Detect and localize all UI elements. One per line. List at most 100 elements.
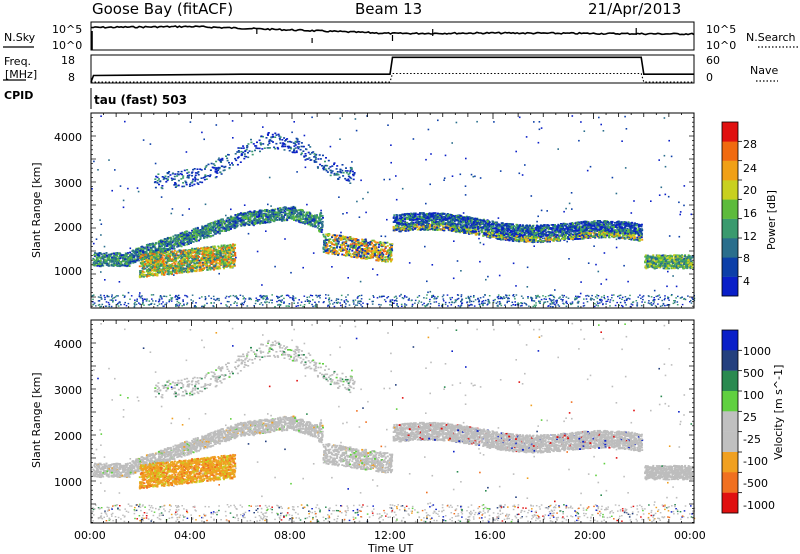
echo-cell: [301, 209, 304, 211]
echo-cell: [207, 175, 210, 177]
echo-cell: [284, 206, 287, 209]
echo-cell: [282, 218, 285, 221]
echo-cell: [299, 215, 302, 218]
echo-cell: [346, 179, 349, 182]
echo-cell: [265, 210, 268, 212]
echo-cell: [294, 144, 297, 146]
echo-cell: [340, 171, 343, 174]
echo-cell: [260, 135, 263, 137]
echo-cell: [107, 253, 110, 256]
echo-cell: [239, 161, 242, 163]
echo-cell: [180, 170, 183, 173]
echo-cell: [369, 254, 372, 256]
echo-cell: [340, 243, 343, 246]
echo-cell: [360, 242, 362, 244]
echo-cell: [204, 166, 207, 168]
echo-cell: [221, 263, 224, 266]
echo-cell: [270, 140, 273, 142]
freq-right-tick-bottom: 0: [706, 71, 713, 84]
echo-cell: [177, 270, 180, 272]
echo-cell: [162, 249, 165, 251]
echo-cell: [202, 234, 204, 237]
echo-cell: [307, 211, 309, 214]
echo-cell: [278, 137, 281, 140]
echo-cell: [311, 223, 314, 226]
echo-cell: [262, 143, 265, 145]
echo-cell: [323, 166, 326, 169]
echo-cell: [247, 216, 250, 219]
echo-cell: [191, 269, 194, 271]
echo-cell: [247, 143, 250, 145]
echo-cell: [116, 252, 119, 254]
echo-cell: [199, 168, 202, 170]
echo-cell: [217, 231, 220, 233]
echo-cell: [155, 252, 158, 255]
echo-cell: [278, 135, 281, 137]
echo-cell: [326, 243, 329, 246]
echo-cell: [142, 251, 145, 254]
echo-cell: [181, 268, 184, 270]
echo-cell: [351, 253, 354, 256]
echo-cell: [357, 253, 360, 256]
echo-cell: [299, 218, 302, 221]
echo-cell: [173, 247, 176, 250]
echo-cell: [376, 253, 379, 255]
echo-cell: [285, 139, 287, 141]
echo-cell: [215, 261, 218, 264]
echo-cell: [333, 174, 336, 176]
echo-cell: [205, 266, 208, 269]
echo-cell: [353, 254, 356, 257]
echo-cell: [197, 171, 200, 173]
echo-cell: [391, 258, 394, 260]
echo-cell: [365, 244, 368, 246]
echo-cell: [162, 239, 165, 242]
echo-cell: [261, 221, 264, 224]
echo-cell: [327, 248, 330, 250]
echo-cell: [174, 173, 177, 175]
echo-cell: [315, 219, 318, 222]
echo-cell: [334, 234, 337, 237]
echo-cell: [294, 208, 297, 211]
echo-cell: [303, 211, 306, 214]
echo-cell: [232, 164, 234, 166]
echo-cell: [191, 174, 194, 177]
echo-cell: [291, 213, 294, 215]
echo-cell: [97, 263, 99, 265]
echo-cell: [248, 212, 251, 215]
echo-cell: [183, 235, 186, 238]
echo-cell: [105, 263, 108, 266]
echo-cell: [215, 167, 218, 169]
echo-cell: [308, 215, 311, 218]
echo-cell: [151, 272, 154, 275]
echo-cell: [142, 265, 145, 268]
echo-cell: [197, 247, 200, 250]
echo-cell: [129, 254, 131, 257]
echo-cell: [255, 222, 258, 225]
echo-cell: [248, 219, 251, 222]
echo-cell: [177, 171, 180, 173]
echo-cell: [387, 260, 389, 263]
echo-cell: [365, 247, 368, 250]
echo-cell: [93, 255, 96, 257]
echo-cell: [186, 271, 189, 274]
echo-cell: [164, 270, 167, 273]
echo-cell: [212, 163, 215, 165]
echo-cell: [334, 252, 337, 255]
echo-cell: [292, 210, 295, 212]
echo-cell: [344, 236, 347, 238]
echo-cell: [208, 264, 211, 267]
echo-cell: [152, 250, 155, 252]
echo-cell: [180, 245, 183, 248]
echo-cell: [332, 240, 335, 243]
echo-cell: [281, 144, 284, 146]
echo-cell: [159, 243, 162, 245]
echo-cell: [114, 258, 117, 261]
echo-cell: [194, 230, 197, 233]
echo-cell: [251, 220, 254, 223]
echo-cell: [307, 144, 310, 146]
echo-cell: [179, 173, 182, 175]
echo-cell: [207, 254, 209, 256]
echo-cell: [200, 169, 203, 171]
echo-cell: [195, 255, 198, 258]
echo-cell: [128, 262, 131, 265]
